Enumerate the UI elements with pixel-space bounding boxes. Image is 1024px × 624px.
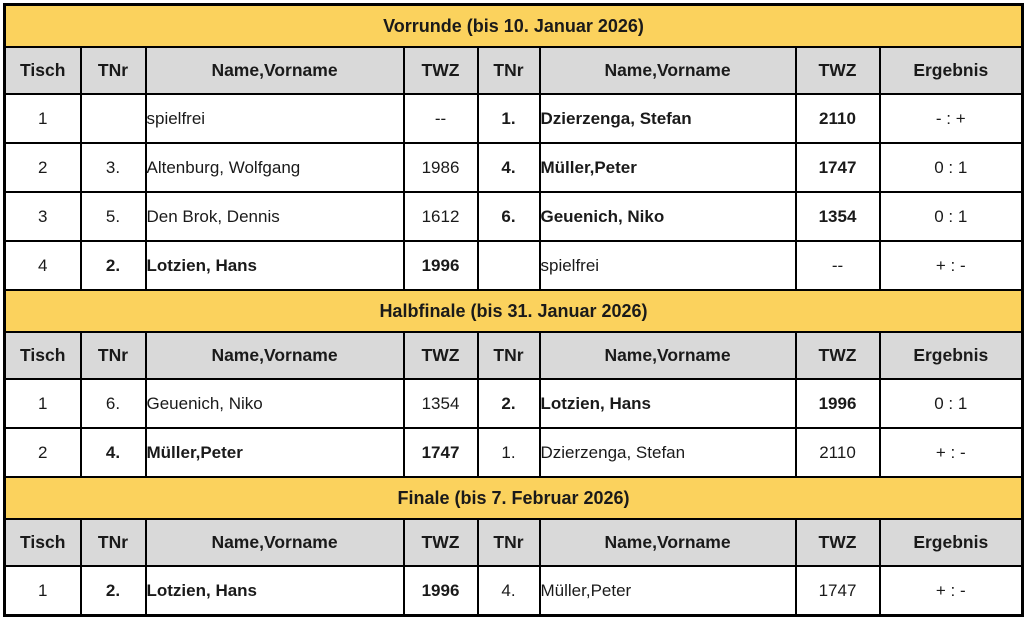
player2-tnr-cell [476, 240, 541, 291]
player2-tnr-cell: 1. [476, 427, 541, 478]
player2-twz-cell: 1747 [794, 142, 881, 193]
match-row: 1 spielfrei -- 1. Dzierzenga, Stefan 2110- : … [3, 93, 1024, 144]
player2-name-cell: spielfrei [538, 240, 797, 291]
column-header-name-vorname: Name,Vorname [538, 518, 797, 567]
player1-name-cell: Lotzien, Hans [144, 240, 405, 291]
column-header-name-vorname: Name,Vorname [144, 331, 405, 380]
player1-twz-cell: 1996 [402, 565, 479, 617]
table-number-cell: 2 [3, 142, 82, 193]
player1-twz-cell: 1986 [402, 142, 479, 193]
result-cell: + : - [878, 427, 1024, 478]
player2-name-cell: Dzierzenga, Stefan [538, 427, 797, 478]
player1-name-cell: Lotzien, Hans [144, 565, 405, 617]
player2-twz-cell: 1747 [794, 565, 881, 617]
section-title: Finale (bis 7. Februar 2026) [3, 476, 1024, 520]
match-row: 2 3. Altenburg, Wolfgang 1986 4. Müller,Peter… [3, 142, 1024, 193]
match-row: 2 4. Müller,Peter 1747 1. Dzierzenga, Stefan 2… [3, 427, 1024, 478]
player2-twz-cell: 1996 [794, 378, 881, 429]
player2-tnr-cell: 6. [476, 191, 541, 242]
player1-name-cell: Müller,Peter [144, 427, 405, 478]
section-row: Finale (bis 7. Februar 2026) [3, 476, 1024, 520]
column-header-tisch: Tisch [3, 331, 82, 380]
player1-tnr-cell: 2. [79, 240, 147, 291]
player1-twz-cell: 1996 [402, 240, 479, 291]
result-cell: 0 : 1 [878, 378, 1024, 429]
column-header-twz: TWZ [794, 331, 881, 380]
result-cell: 0 : 1 [878, 191, 1024, 242]
column-header-name-vorname: Name,Vorname [144, 46, 405, 95]
column-header-tnr: TNr [476, 46, 541, 95]
player2-twz-cell: 1354 [794, 191, 881, 242]
result-cell: + : - [878, 240, 1024, 291]
result-cell: - : + [878, 93, 1024, 144]
column-header-ergebnis: Ergebnis [878, 331, 1024, 380]
player2-tnr-cell: 4. [476, 142, 541, 193]
table-number-cell: 1 [3, 565, 82, 617]
result-cell: 0 : 1 [878, 142, 1024, 193]
player1-tnr-cell: 6. [79, 378, 147, 429]
match-row: 1 6. Geuenich, Niko 1354 2. Lotzien, Hans 1996… [3, 378, 1024, 429]
column-header-tnr: TNr [476, 518, 541, 567]
tournament-bracket-table: Vorrunde (bis 10. Januar 2026) Tisch TNr Na… [3, 3, 1024, 617]
result-cell: + : - [878, 565, 1024, 617]
section-title: Halbfinale (bis 31. Januar 2026) [3, 289, 1024, 333]
player1-name-cell: Altenburg, Wolfgang [144, 142, 405, 193]
player2-name-cell: Dzierzenga, Stefan [538, 93, 797, 144]
column-header-twz: TWZ [794, 518, 881, 567]
column-header-ergebnis: Ergebnis [878, 46, 1024, 95]
match-row: 3 5. Den Brok, Dennis 1612 6. Geuenich, Niko 1… [3, 191, 1024, 242]
player1-name-cell: Geuenich, Niko [144, 378, 405, 429]
table-number-cell: 1 [3, 93, 82, 144]
player2-name-cell: Müller,Peter [538, 565, 797, 617]
player2-tnr-cell: 1. [476, 93, 541, 144]
section-row: Vorrunde (bis 10. Januar 2026) [3, 3, 1024, 48]
player2-name-cell: Müller,Peter [538, 142, 797, 193]
player2-twz-cell: 2110 [794, 427, 881, 478]
player1-twz-cell: 1612 [402, 191, 479, 242]
column-header-twz: TWZ [402, 518, 479, 567]
player1-tnr-cell: 2. [79, 565, 147, 617]
table-number-cell: 3 [3, 191, 82, 242]
player2-twz-cell: 2110 [794, 93, 881, 144]
column-header-tisch: Tisch [3, 46, 82, 95]
section-title: Vorrunde (bis 10. Januar 2026) [3, 3, 1024, 48]
table-number-cell: 4 [3, 240, 82, 291]
column-header-tnr: TNr [79, 518, 147, 567]
column-header-row: Tisch TNr Name,Vorname TWZ TNr Name,Vorname TW… [3, 46, 1024, 95]
player2-twz-cell: -- [794, 240, 881, 291]
column-header-twz: TWZ [402, 46, 479, 95]
column-header-twz: TWZ [402, 331, 479, 380]
section-row: Halbfinale (bis 31. Januar 2026) [3, 289, 1024, 333]
column-header-name-vorname: Name,Vorname [538, 46, 797, 95]
table-number-cell: 1 [3, 378, 82, 429]
column-header-name-vorname: Name,Vorname [144, 518, 405, 567]
table-number-cell: 2 [3, 427, 82, 478]
column-header-row: Tisch TNr Name,Vorname TWZ TNr Name,Vorname TW… [3, 518, 1024, 567]
player2-name-cell: Geuenich, Niko [538, 191, 797, 242]
column-header-twz: TWZ [794, 46, 881, 95]
player1-name-cell: spielfrei [144, 93, 405, 144]
player1-tnr-cell: 3. [79, 142, 147, 193]
player1-tnr-cell: 4. [79, 427, 147, 478]
column-header-row: Tisch TNr Name,Vorname TWZ TNr Name,Vorname TW… [3, 331, 1024, 380]
column-header-tnr: TNr [476, 331, 541, 380]
player1-twz-cell: -- [402, 93, 479, 144]
player2-name-cell: Lotzien, Hans [538, 378, 797, 429]
column-header-ergebnis: Ergebnis [878, 518, 1024, 567]
match-row: 4 2. Lotzien, Hans 1996 spielfrei -- + : - [3, 240, 1024, 291]
column-header-tnr: TNr [79, 46, 147, 95]
player2-tnr-cell: 4. [476, 565, 541, 617]
column-header-name-vorname: Name,Vorname [538, 331, 797, 380]
player1-tnr-cell: 5. [79, 191, 147, 242]
column-header-tnr: TNr [79, 331, 147, 380]
player1-tnr-cell [79, 93, 147, 144]
player1-twz-cell: 1747 [402, 427, 479, 478]
match-row: 1 2. Lotzien, Hans 1996 4. Müller,Peter 1747 + … [3, 565, 1024, 617]
player2-tnr-cell: 2. [476, 378, 541, 429]
column-header-tisch: Tisch [3, 518, 82, 567]
player1-name-cell: Den Brok, Dennis [144, 191, 405, 242]
player1-twz-cell: 1354 [402, 378, 479, 429]
